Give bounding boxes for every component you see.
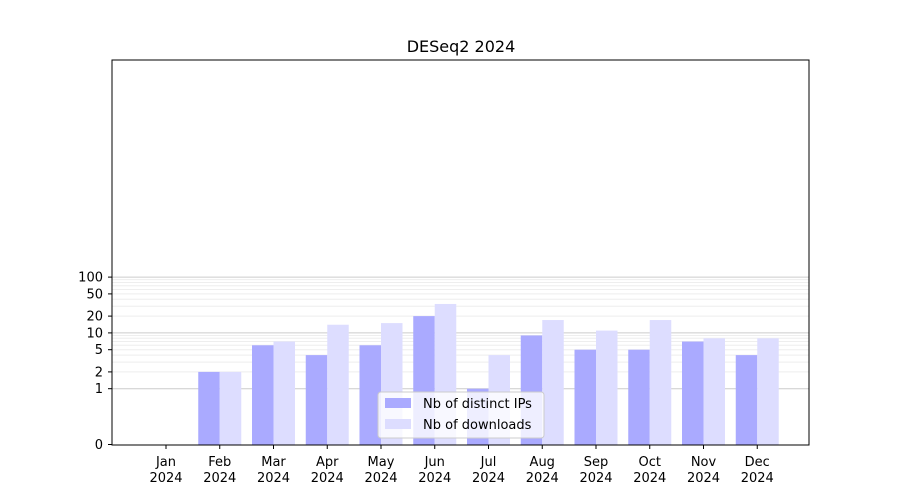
x-tick-label-year: 2024 [364, 471, 397, 486]
bar-downloads [596, 330, 618, 445]
legend: Nb of distinct IPs Nb of downloads [377, 391, 545, 439]
x-tick-label-year: 2024 [257, 471, 290, 486]
x-tick-label-year: 2024 [687, 471, 720, 486]
bar-downloads [327, 324, 349, 445]
x-axis: Jan2024Feb2024Mar2024Apr2024May2024Jun20… [149, 445, 774, 486]
x-tick-label: Aug [530, 455, 555, 470]
y-tick-label: 5 [95, 343, 103, 358]
legend-label: Nb of downloads [423, 418, 532, 433]
x-tick-label: Feb [208, 455, 231, 470]
legend-label: Nb of distinct IPs [423, 397, 532, 412]
x-tick-label: Sep [584, 455, 609, 470]
bar-ips [682, 341, 704, 445]
x-tick-label-year: 2024 [418, 471, 451, 486]
plot-frame [111, 59, 810, 446]
y-tick-label: 10 [86, 326, 103, 341]
x-tick-label-year: 2024 [472, 471, 505, 486]
y-tick-label: 2 [95, 365, 103, 380]
bar-downloads [219, 371, 242, 445]
bar-ips [198, 371, 220, 445]
grid [112, 276, 809, 390]
x-tick-label: May [368, 455, 395, 470]
x-tick-label: Mar [261, 455, 286, 470]
bar-ips [628, 349, 650, 445]
legend-swatch [385, 398, 411, 408]
x-tick-label-year: 2024 [633, 471, 666, 486]
bar-ips [735, 355, 758, 445]
x-tick-label-year: 2024 [149, 471, 182, 486]
x-tick-label: Oct [639, 455, 661, 470]
x-tick-label: Jul [480, 455, 497, 470]
y-tick-label: 100 [78, 271, 103, 286]
y-tick-label: 50 [86, 287, 103, 302]
bar-ips [574, 349, 596, 445]
x-tick-label: Dec [745, 455, 770, 470]
bar-downloads [542, 320, 564, 445]
x-tick-label-year: 2024 [579, 471, 612, 486]
legend-swatch [385, 419, 411, 429]
bar-ips [359, 345, 381, 445]
y-tick-label: 1 [95, 382, 103, 397]
bar-downloads [757, 338, 779, 445]
bar-downloads [273, 341, 295, 445]
y-tick-label: 0 [95, 438, 103, 453]
x-tick-label: Jun [424, 455, 445, 470]
x-tick-label: Nov [691, 455, 717, 470]
x-tick-label: Apr [316, 455, 339, 470]
x-tick-label-year: 2024 [203, 471, 236, 486]
bar-downloads [649, 320, 672, 445]
x-tick-label: Jan [155, 455, 176, 470]
bar-ips [252, 345, 274, 445]
bar-ips [305, 355, 328, 445]
x-tick-label-year: 2024 [311, 471, 344, 486]
x-tick-label-year: 2024 [526, 471, 559, 486]
chart-title: DESeq2 2024 [407, 37, 516, 56]
bar-downloads [703, 338, 725, 445]
y-tick-label: 20 [86, 310, 103, 325]
legend-box [377, 391, 545, 439]
x-tick-label-year: 2024 [741, 471, 774, 486]
